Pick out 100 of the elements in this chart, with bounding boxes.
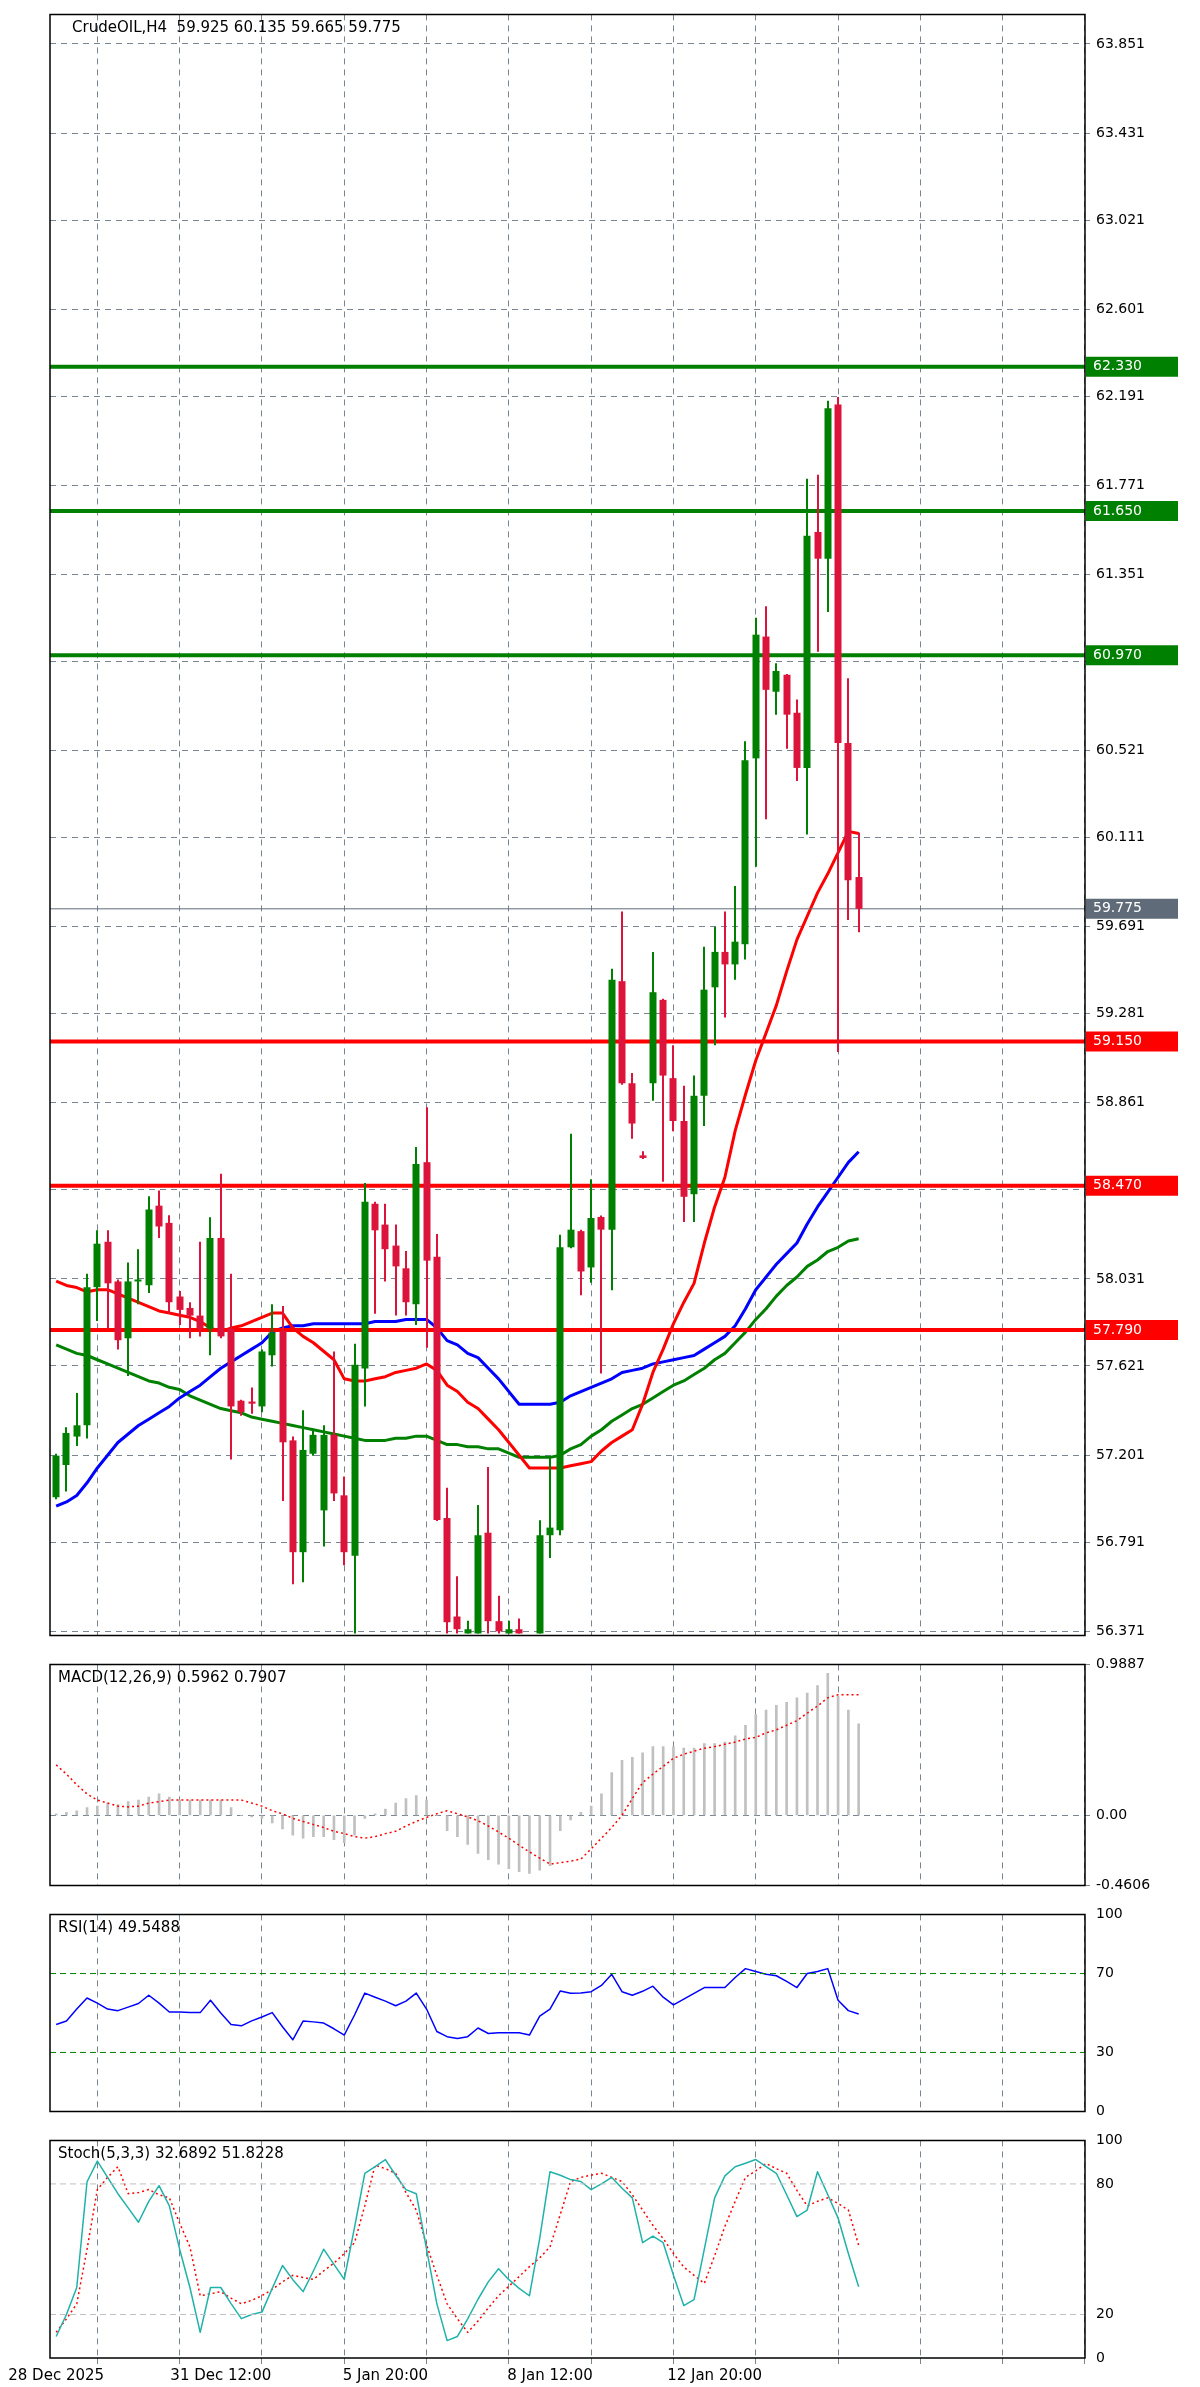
y-tick-label: 61.771 — [1096, 475, 1145, 492]
candlestick — [73, 1392, 81, 1448]
y-tick-label: 0 — [1096, 2102, 1105, 2119]
ref-line-label: 57.790 — [1093, 1320, 1142, 1337]
x-tick-label: 5 Jan 20:00 — [342, 2365, 429, 2384]
bar — [497, 1815, 500, 1865]
bar — [486, 1815, 490, 1860]
x-tick-label: 31 Dec 12:00 — [170, 2365, 272, 2384]
bar — [569, 1815, 572, 1821]
candlestick — [721, 910, 729, 1019]
bar — [816, 1685, 819, 1816]
y-tick-label: 56.371 — [1096, 1621, 1145, 1638]
bar — [826, 1673, 830, 1816]
ref-line-label: 62.330 — [1093, 357, 1142, 374]
y-tick-label: 56.791 — [1096, 1532, 1145, 1549]
line-series — [55, 1693, 860, 1865]
bar — [744, 1724, 747, 1816]
y-tick-label: 20 — [1096, 2305, 1114, 2322]
bar — [281, 1815, 284, 1830]
bar — [456, 1815, 459, 1837]
bar — [558, 1815, 562, 1831]
bar — [857, 1723, 860, 1816]
bar — [178, 1799, 181, 1816]
ref-line-label: 59.150 — [1093, 1032, 1142, 1049]
y-tick-label: 59.691 — [1096, 917, 1145, 934]
y-tick-label: 58.031 — [1096, 1269, 1145, 1286]
candlestick — [248, 1386, 256, 1415]
bar — [610, 1772, 614, 1816]
bar — [538, 1815, 542, 1871]
bar — [528, 1815, 531, 1874]
y-tick-label: 61.351 — [1096, 565, 1145, 582]
y-tick-label: 63.021 — [1096, 210, 1145, 227]
candlestick — [155, 1189, 163, 1239]
y-tick-label: 59.281 — [1096, 1004, 1145, 1021]
bar — [147, 1796, 151, 1816]
y-tick-label: 0.00 — [1096, 1805, 1128, 1822]
candlestick — [453, 1575, 461, 1635]
bar — [394, 1802, 398, 1816]
y-tick-label: 63.851 — [1096, 34, 1145, 51]
y-tick-label: 62.601 — [1096, 299, 1145, 316]
ref-line-label: 60.970 — [1093, 645, 1142, 662]
bar — [733, 1735, 737, 1816]
candlestick — [134, 1248, 142, 1306]
bar — [106, 1802, 109, 1816]
bar — [342, 1815, 346, 1844]
candlestick — [392, 1223, 400, 1317]
candlestick — [597, 1214, 605, 1375]
bar — [322, 1815, 325, 1837]
chart-title: CrudeOIL,H4 59.925 60.135 59.665 59.775 — [72, 17, 401, 36]
y-tick-label: 70 — [1096, 1964, 1114, 1981]
bar — [96, 1805, 99, 1816]
candlestick — [495, 1594, 503, 1635]
bar — [168, 1796, 171, 1816]
bar — [291, 1815, 295, 1836]
y-tick-label: 0 — [1096, 2348, 1105, 2365]
bar — [682, 1747, 686, 1816]
bar — [805, 1692, 809, 1816]
candlestick — [772, 662, 780, 716]
bar — [661, 1746, 665, 1816]
bar — [630, 1756, 634, 1816]
bar — [270, 1815, 274, 1824]
bar — [363, 1815, 367, 1819]
bar — [75, 1810, 79, 1816]
y-tick-label: 30 — [1096, 2043, 1114, 2060]
candlestick — [196, 1240, 204, 1338]
candlestick — [731, 884, 739, 981]
bar — [65, 1811, 68, 1816]
bar — [847, 1709, 850, 1816]
bar — [713, 1743, 716, 1816]
y-tick-label: 58.861 — [1096, 1093, 1145, 1110]
y-tick-label: 60.521 — [1096, 741, 1145, 758]
bar — [672, 1746, 675, 1816]
ref-line-label: 61.650 — [1093, 501, 1142, 518]
bar — [775, 1705, 778, 1816]
bar — [600, 1793, 603, 1816]
candlestick — [268, 1303, 276, 1368]
bar — [312, 1815, 315, 1837]
chart-title: RSI(14) 49.5488 — [58, 1917, 180, 1936]
y-tick-label: -0.4606 — [1096, 1876, 1151, 1893]
bar — [466, 1815, 470, 1845]
ref-line-label: 58.470 — [1093, 1176, 1142, 1193]
y-tick-label: 60.111 — [1096, 828, 1145, 845]
ref-line-label: 59.775 — [1093, 899, 1142, 916]
y-tick-label: 62.191 — [1096, 386, 1145, 403]
chart-title: Stoch(5,3,3) 32.6892 51.8228 — [58, 2143, 284, 2162]
x-tick-label: 8 Jan 12:00 — [507, 2365, 593, 2384]
bar — [703, 1743, 706, 1816]
y-tick-label: 63.431 — [1096, 123, 1145, 140]
y-tick-label: 100 — [1096, 2131, 1123, 2148]
bar — [198, 1799, 202, 1816]
candlestick — [176, 1289, 184, 1326]
candlestick — [186, 1301, 194, 1340]
bar — [414, 1795, 418, 1816]
bar — [126, 1801, 130, 1816]
y-tick-label: 57.621 — [1096, 1356, 1145, 1373]
bar — [425, 1799, 428, 1816]
bar — [384, 1808, 387, 1816]
y-tick-label: 57.201 — [1096, 1445, 1145, 1462]
x-tick-label: 12 Jan 20:00 — [667, 2365, 763, 2384]
bar — [754, 1714, 758, 1816]
